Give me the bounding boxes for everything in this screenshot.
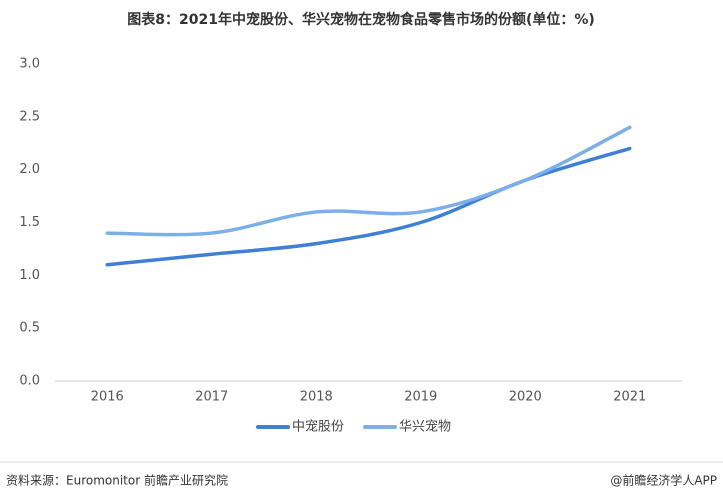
x-tick-label: 2018 (300, 390, 333, 405)
x-tick-label: 2021 (613, 390, 646, 405)
source: 资料来源：Euromonitor 前瞻产业研究院 (6, 473, 228, 488)
x-tick-label: 2020 (509, 390, 542, 405)
credit: @前瞻经济学人APP (610, 473, 717, 488)
y-tick-label: 1.0 (19, 268, 40, 283)
legend-label: 中宠股份 (292, 419, 344, 435)
chart-title: 图表8：2021年中宠股份、华兴宠物在宠物食品零售市场的份额(单位：%) (127, 11, 595, 28)
line (105, 125, 632, 237)
line (105, 146, 632, 267)
x-tick-label: 2019 (404, 390, 437, 405)
y-tick-label: 0.5 (19, 321, 40, 336)
legend-label: 华兴宠物 (399, 419, 451, 435)
y-tick-label: 0.0 (19, 374, 40, 389)
x-tick-label: 2017 (195, 390, 228, 405)
x-tick-label: 2016 (91, 390, 124, 405)
y-tick-label: 2.5 (19, 109, 40, 124)
y-tick-label: 2.0 (19, 162, 40, 177)
y-tick-label: 1.5 (19, 215, 40, 230)
y-tick-label: 3.0 (19, 57, 40, 72)
